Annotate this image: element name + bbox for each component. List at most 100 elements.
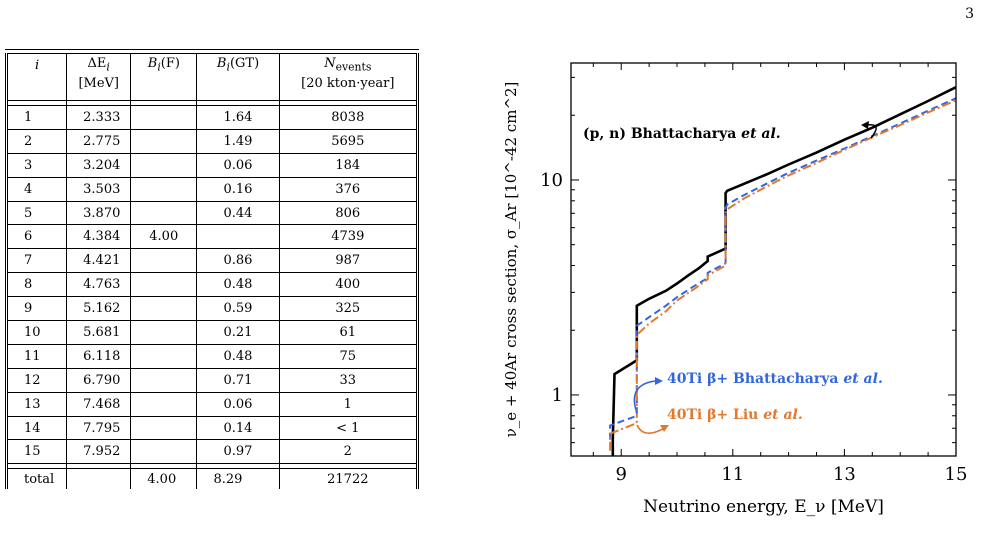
row-bgt: 0.06	[196, 392, 280, 417]
row-bgt	[196, 224, 280, 250]
header-nevents: Nevents	[278, 53, 420, 76]
row-delta-e: 3.503	[66, 177, 132, 202]
table-row: 5 3.870 0.44 806	[4, 201, 420, 226]
table-row: 4 3.503 0.16 376	[4, 177, 420, 202]
row-delta-e: 6.790	[66, 368, 132, 393]
row-bgt: 0.21	[196, 320, 280, 345]
annotation-ti-liu-etal: et al.	[763, 407, 803, 423]
row-bf	[130, 153, 198, 178]
row-delta-e: 4.421	[66, 248, 132, 274]
plot-frame	[570, 62, 957, 457]
row-index: 14	[4, 416, 68, 441]
row-delta-e: 5.681	[66, 320, 132, 345]
row-bf	[130, 392, 198, 417]
x-tick-label: 9	[615, 464, 626, 485]
row-bgt: 0.44	[196, 201, 280, 226]
row-nevents: 400	[278, 272, 420, 298]
row-index: 10	[4, 320, 68, 345]
arrow-ti-liu-head	[660, 425, 669, 432]
row-delta-e: 6.118	[66, 344, 132, 369]
header-bgt: Bi(GT)	[196, 53, 280, 76]
row-index: 7	[4, 248, 68, 274]
row-index: 6	[4, 224, 68, 250]
row-bf	[130, 177, 198, 202]
row-nevents: 1	[278, 392, 420, 417]
row-nevents: 4739	[278, 224, 420, 250]
series-line-1	[609, 97, 957, 440]
row-delta-e: 7.468	[66, 392, 132, 417]
y-tick-label: 1	[552, 385, 563, 406]
row-bgt: 0.48	[196, 272, 280, 298]
row-nevents: 325	[278, 296, 420, 322]
y-tick-label: 10	[540, 170, 563, 191]
row-bf	[130, 248, 198, 274]
row-nevents: 75	[278, 344, 420, 369]
header-bf: Bi(F)	[130, 53, 198, 76]
row-delta-e: 3.204	[66, 153, 132, 178]
header-nevents-unit: [20 kton·year]	[278, 76, 420, 101]
row-delta-e: 4.763	[66, 272, 132, 298]
row-nevents: 987	[278, 248, 420, 274]
table-row: 14 7.795 0.14 < 1	[4, 416, 420, 441]
arrow-ti-liu	[636, 424, 664, 434]
row-index: 12	[4, 368, 68, 393]
row-bf	[130, 129, 198, 154]
row-delta-e: 7.952	[66, 439, 132, 465]
row-bf	[130, 344, 198, 369]
table-row: 8 4.763 0.48 400	[4, 272, 420, 298]
row-nevents: 376	[278, 177, 420, 202]
row-index: 11	[4, 344, 68, 369]
annotation-ti-liu: 40Ti β+ Liu et al.	[667, 407, 803, 423]
arrow-ti-bhattacharya-head	[655, 377, 663, 385]
row-bf	[130, 368, 198, 393]
row-index: 4	[4, 177, 68, 202]
row-delta-e: 2.775	[66, 129, 132, 154]
row-index: 9	[4, 296, 68, 322]
page-number: 3	[965, 6, 974, 22]
row-index: 1	[4, 105, 68, 130]
y-axis-label: ν_e + 40Ar cross section, σ_Ar [10^-42 c…	[502, 82, 520, 438]
table-row: 11 6.118 0.48 75	[4, 344, 420, 369]
annotation-ti-bhattacharya: 40Ti β+ Bhattacharya et al.	[667, 371, 883, 387]
row-nevents: 5695	[278, 129, 420, 154]
arrow-pn	[866, 124, 877, 139]
row-bgt: 0.14	[196, 416, 280, 441]
table-row: 10 5.681 0.21 61	[4, 320, 420, 345]
row-index: 13	[4, 392, 68, 417]
table-row: 1 2.333 1.64 8038	[4, 105, 420, 130]
series-line-2	[609, 99, 957, 451]
header-i: i	[4, 53, 68, 76]
header-delta-e-unit: [MeV]	[66, 76, 132, 101]
row-bf	[130, 272, 198, 298]
x-tick-label: 15	[945, 464, 968, 485]
row-bgt: 1.49	[196, 129, 280, 154]
row-index: 15	[4, 439, 68, 465]
row-delta-e: 5.162	[66, 296, 132, 322]
row-bf	[130, 201, 198, 226]
arrow-pn-head	[861, 121, 869, 129]
row-bgt: 0.86	[196, 248, 280, 274]
row-index: 2	[4, 129, 68, 154]
x-axis-label: Neutrino energy, E_ν [MeV]	[643, 497, 884, 517]
cross-section-chart: 9 11 13 15 1 10 ν_e + 40Ar cross section, σ_A…	[502, 62, 968, 517]
arrow-ti-bhattacharya	[633, 380, 656, 414]
row-delta-e: 4.384	[66, 224, 132, 250]
row-nevents: < 1	[278, 416, 420, 441]
row-index: 3	[4, 153, 68, 178]
x-tick-label: 13	[833, 464, 856, 485]
row-bgt: 1.64	[196, 105, 280, 130]
row-bgt: 0.71	[196, 368, 280, 393]
transition-table: i ΔEi Bi(F) Bi(GT) Nevents [MeV] [20 kto…	[4, 49, 420, 490]
table-row: 15 7.952 0.97 2	[4, 439, 420, 465]
total-nevents: 21722	[278, 468, 420, 490]
row-index: 5	[4, 201, 68, 226]
row-bf	[130, 105, 198, 130]
total-bgt: 8.29	[196, 468, 280, 490]
row-bf	[130, 296, 198, 322]
table-row: 13 7.468 0.06 1	[4, 392, 420, 417]
series-line-0	[611, 86, 957, 456]
row-bf: 4.00	[130, 224, 198, 250]
header-delta-e: ΔEi	[66, 53, 132, 76]
row-index: 8	[4, 272, 68, 298]
x-tick-label: 11	[721, 464, 744, 485]
